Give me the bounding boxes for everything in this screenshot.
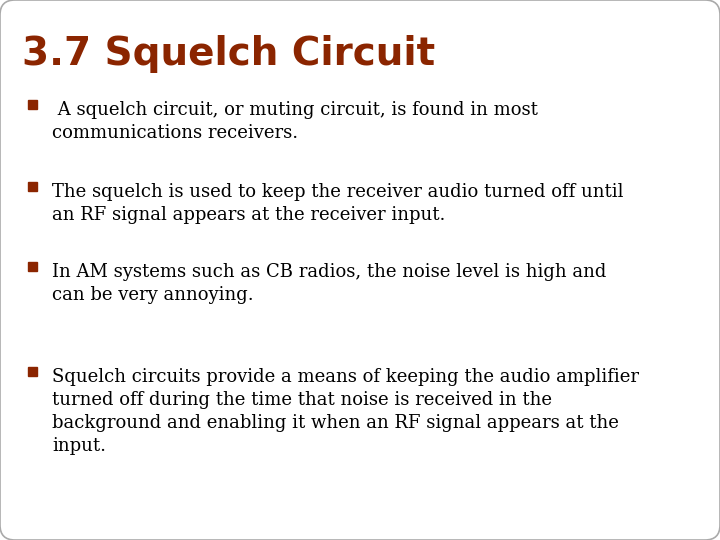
Text: 3.7 Squelch Circuit: 3.7 Squelch Circuit <box>22 35 435 73</box>
Text: Squelch circuits provide a means of keeping the audio amplifier
turned off durin: Squelch circuits provide a means of keep… <box>52 368 639 455</box>
Text: The squelch is used to keep the receiver audio turned off until
an RF signal app: The squelch is used to keep the receiver… <box>52 183 624 224</box>
Text: In AM systems such as CB radios, the noise level is high and
can be very annoyin: In AM systems such as CB radios, the noi… <box>52 263 606 304</box>
Bar <box>28 181 37 191</box>
Text: A squelch circuit, or muting circuit, is found in most
communications receivers.: A squelch circuit, or muting circuit, is… <box>52 101 538 142</box>
Bar <box>28 367 37 375</box>
Bar <box>28 261 37 271</box>
Bar <box>28 99 37 109</box>
